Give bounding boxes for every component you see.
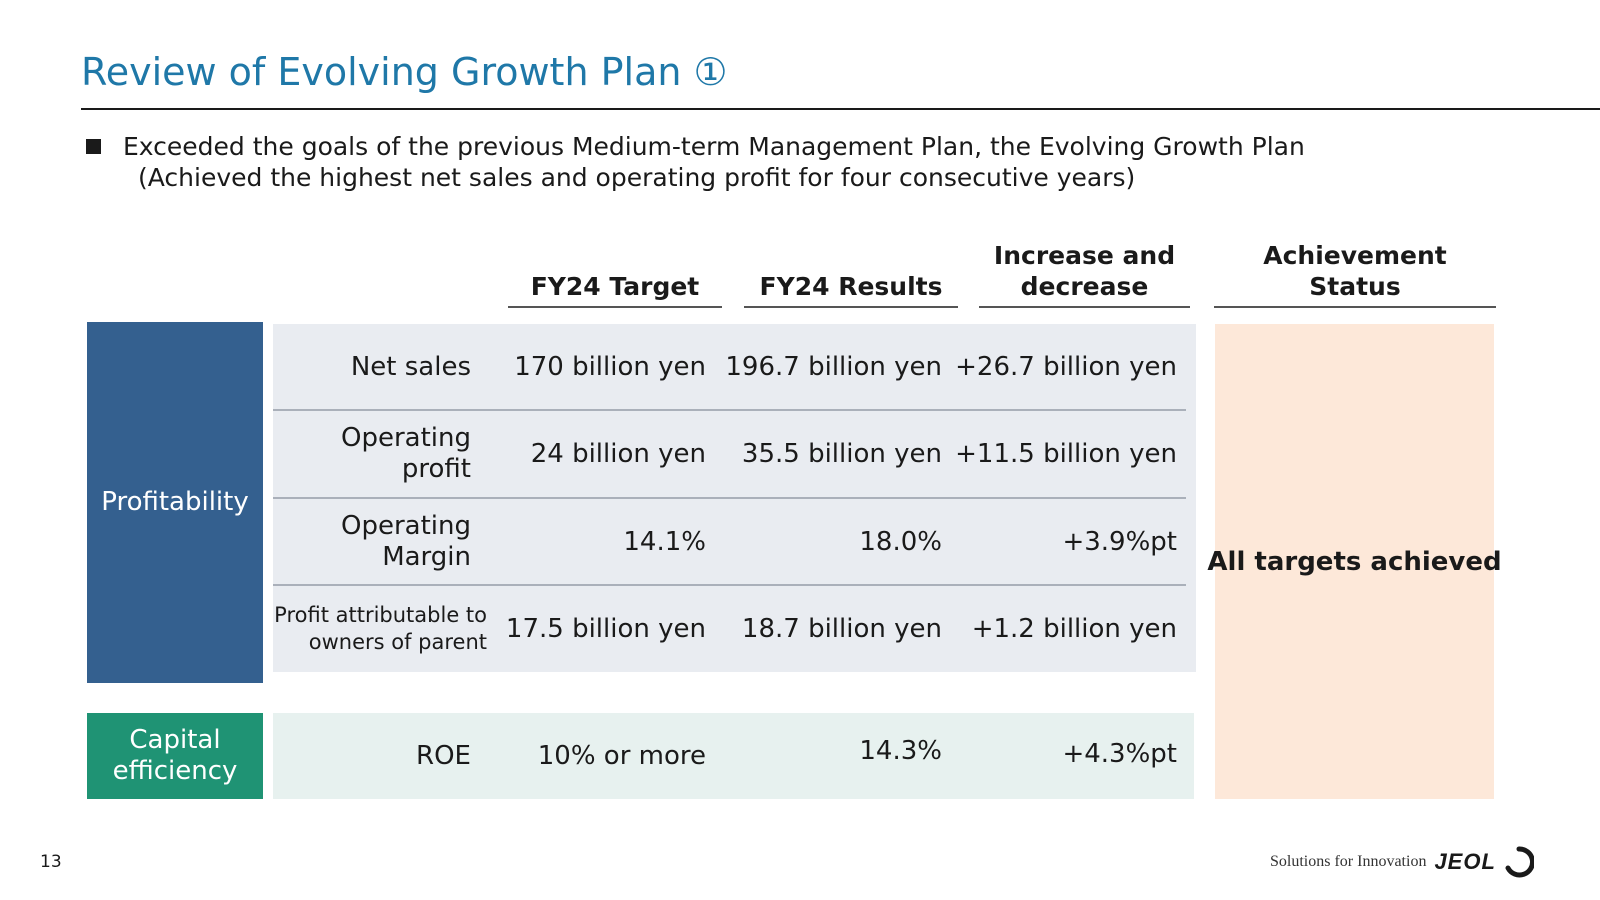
cell-target: 170 billion yen [514,351,706,382]
category-capital-efficiency: Capital efficiency [87,713,263,799]
page-number: 13 [40,852,62,872]
row-label-operating-margin: Operating Margin [341,511,471,572]
cell-result: 18.0% [859,526,942,557]
cell-target: 17.5 billion yen [505,613,706,644]
achievement-status: All targets achieved [1207,324,1502,799]
header-increase-decrease: Increase and decrease [979,238,1190,308]
row-label-roe: ROE [416,740,471,771]
row-divider [273,584,1186,586]
cell-target: 14.1% [623,526,706,557]
square-bullet-icon [86,139,101,154]
cell-change: +26.7 billion yen [955,351,1177,382]
cell-result: 196.7 billion yen [725,351,942,382]
jeol-logo: JEOL [1434,849,1496,874]
cell-target: 10% or more [537,740,706,771]
row-label-net-sales: Net sales [350,351,471,382]
cell-target: 24 billion yen [530,438,706,469]
cell-change: +1.2 billion yen [971,613,1177,644]
jeol-swirl-icon [1505,846,1534,878]
row-divider [273,409,1186,411]
cell-change: +3.9%pt [1062,526,1177,557]
cell-change: +4.3%pt [1062,738,1177,769]
cell-change: +11.5 billion yen [955,438,1177,469]
category-profitability: Profitability [87,322,263,683]
tagline: Solutions for Innovation [1270,853,1427,870]
header-fy24-results: FY24 Results [744,238,958,308]
row-label-operating-profit: Operating profit [341,423,471,484]
header-achievement-status: Achievement Status [1214,238,1496,308]
capital-efficiency-band [273,713,1194,799]
header-fy24-target: FY24 Target [508,238,722,308]
title-divider [81,108,1600,110]
cell-result: 14.3% [859,735,942,766]
cell-result: 18.7 billion yen [741,613,942,644]
row-divider [273,497,1186,499]
summary-line-2: (Achieved the highest net sales and oper… [138,163,1136,192]
footer-branding: Solutions for Innovation JEOL [1270,846,1534,878]
page-title: Review of Evolving Growth Plan ① [81,50,728,94]
row-label-profit-attributable: Profit attributable to owners of parent [274,603,487,654]
summary-line-1: Exceeded the goals of the previous Mediu… [123,132,1305,161]
cell-result: 35.5 billion yen [741,438,942,469]
